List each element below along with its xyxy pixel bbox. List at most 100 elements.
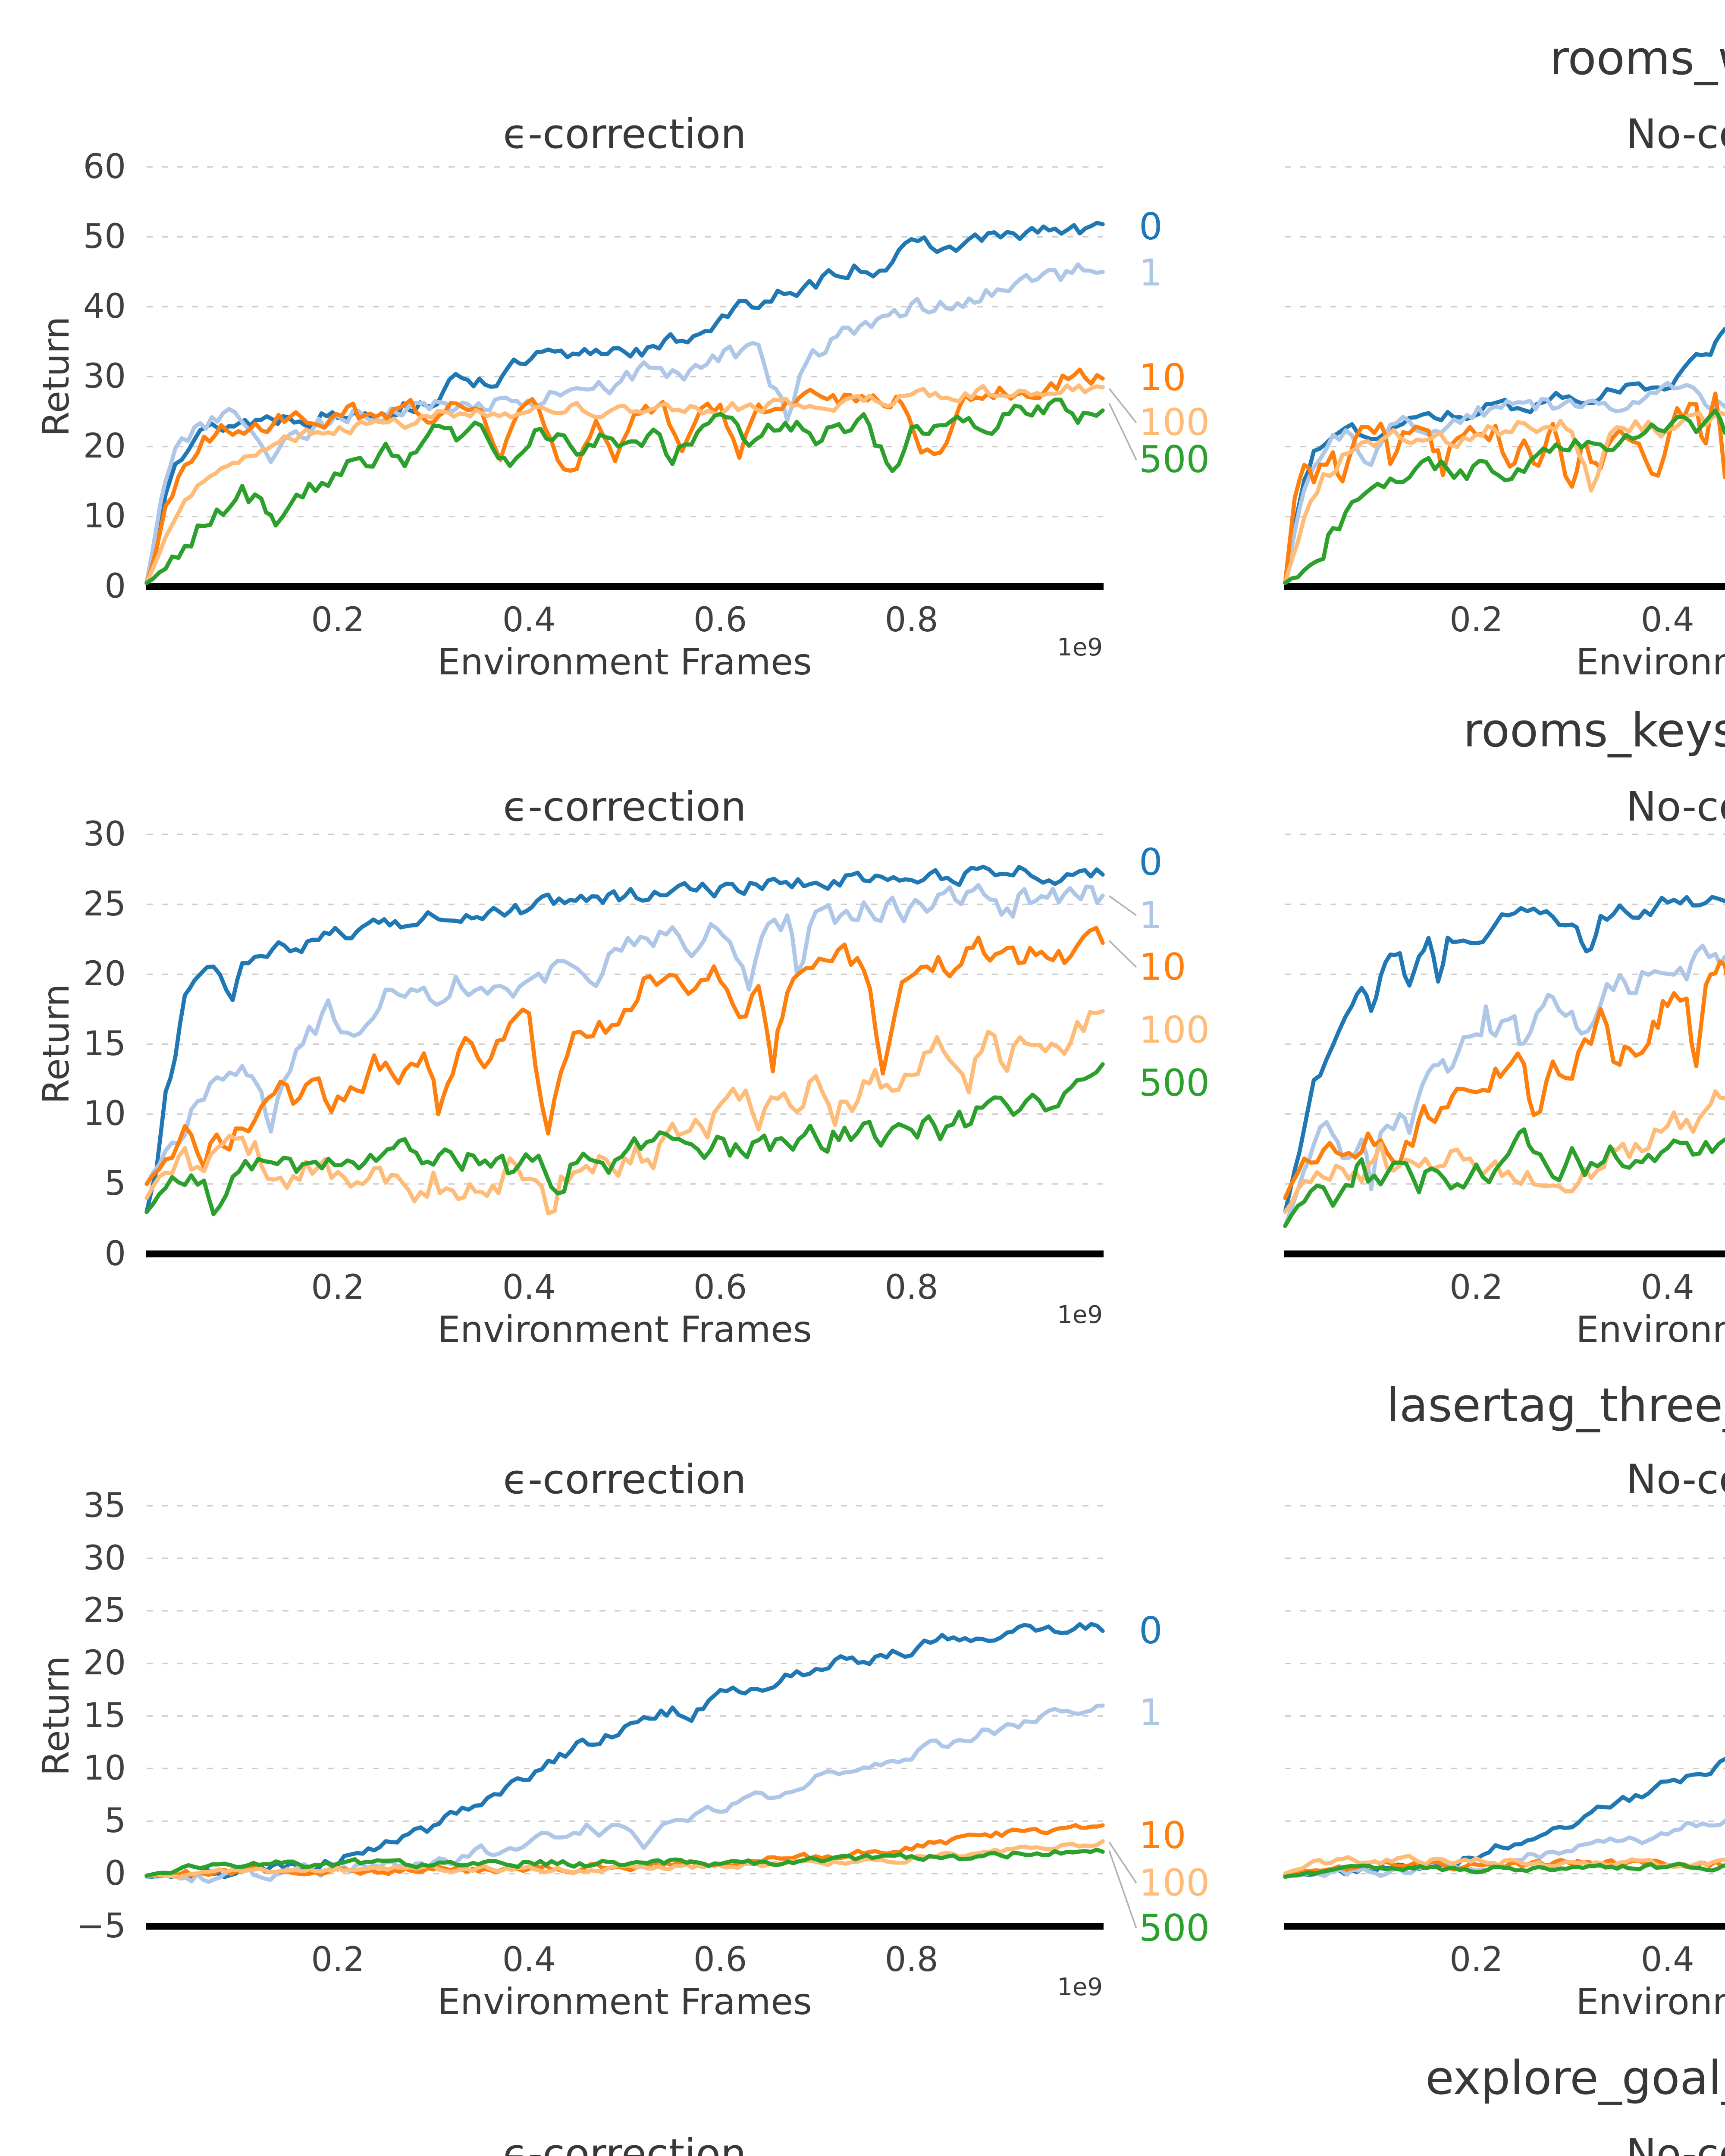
series-line-0 <box>1283 327 1725 585</box>
legend-leader-line <box>1108 403 1137 461</box>
x-tick-label: 0.2 <box>1449 600 1503 639</box>
plot-area-0-noc <box>1283 166 1725 590</box>
plot-area-2-eps <box>144 1505 1137 1930</box>
y-tick-label: 30 <box>83 815 126 854</box>
legend-label-500: 500 <box>1139 1906 1210 1950</box>
series-line-100 <box>1283 410 1725 585</box>
x-tick-label: 0.6 <box>693 1940 747 1979</box>
x-axis-label: Environment Frames <box>1576 1308 1725 1351</box>
y-tick-label: 5 <box>104 1164 126 1203</box>
legend-label-0: 0 <box>1139 840 1163 884</box>
no-correction-title-1: No-correction <box>1626 783 1725 830</box>
row-title-0: rooms_watermaze <box>1549 31 1725 86</box>
no-correction-title-3: No-correction <box>1626 2130 1725 2156</box>
series-line-500 <box>1283 1861 1725 1879</box>
x-tick-label: 0.4 <box>1640 1940 1694 1979</box>
x-axis-offset-label: 1e9 <box>1057 1301 1103 1329</box>
legend-label-500: 500 <box>1139 1061 1210 1105</box>
y-tick-label: 50 <box>83 217 126 256</box>
series-line-100 <box>144 1009 1105 1216</box>
x-tick-label: 0.4 <box>502 1268 556 1307</box>
no-correction-title-0: No-correction <box>1626 110 1725 158</box>
series-line-1 <box>144 883 1105 1186</box>
y-tick-label: 15 <box>83 1696 126 1736</box>
eps-correction-title-3: ϵ-correction <box>503 2130 746 2156</box>
plot-area-0-eps <box>144 166 1137 590</box>
no-correction-title-2: No-correction <box>1626 1456 1725 1503</box>
x-tick-label: 0.2 <box>311 1268 365 1307</box>
y-tick-label: 35 <box>83 1486 126 1525</box>
legend-label-1: 1 <box>1139 893 1163 937</box>
y-axis-label: Return <box>34 1656 77 1776</box>
series-line-0 <box>144 221 1105 585</box>
y-tick-label: 20 <box>83 427 126 466</box>
plot-area-1-noc <box>1283 834 1725 1257</box>
eps-correction-title-1: ϵ-correction <box>503 783 746 830</box>
legend-leader-line <box>1108 895 1137 916</box>
series-line-500 <box>144 1062 1105 1216</box>
y-tick-label: 10 <box>83 1749 126 1788</box>
x-axis-spine <box>146 583 1104 590</box>
y-tick-label: 10 <box>83 497 126 536</box>
x-axis-label: Environment Frames <box>1576 1980 1725 2023</box>
series-line-500 <box>1283 1127 1725 1228</box>
x-axis-spine <box>146 1923 1104 1930</box>
legend-label-100: 100 <box>1139 1008 1210 1052</box>
series-line-1 <box>1283 381 1725 585</box>
y-tick-label: 0 <box>104 1854 126 1893</box>
x-axis-spine <box>146 1250 1104 1257</box>
legend-label-10: 10 <box>1139 356 1186 400</box>
legend-label-0: 0 <box>1139 205 1163 249</box>
series-line-1 <box>144 262 1105 585</box>
legend-leader-line <box>1108 1842 1137 1884</box>
x-axis-label: Environment Frames <box>437 1308 812 1351</box>
x-tick-label: 0.6 <box>693 1268 747 1307</box>
x-axis-offset-label: 1e9 <box>1057 1973 1103 2002</box>
series-line-500 <box>1283 408 1725 585</box>
y-tick-label: 0 <box>104 1234 126 1273</box>
series-line-100 <box>1283 1089 1725 1214</box>
x-tick-label: 0.2 <box>311 1940 365 1979</box>
x-tick-label: 0.8 <box>884 600 938 639</box>
series-line-1 <box>144 1703 1105 1884</box>
legend-label-0: 0 <box>1139 1609 1163 1652</box>
y-tick-label: 20 <box>83 954 126 993</box>
y-tick-label: 25 <box>83 1591 126 1630</box>
x-axis-offset-label: 1e9 <box>1057 633 1103 662</box>
x-tick-label: 0.4 <box>502 600 556 639</box>
x-axis-spine <box>1284 1250 1725 1257</box>
legend-label-1: 1 <box>1139 1691 1163 1734</box>
x-axis-label: Environment Frames <box>437 1980 812 2023</box>
x-tick-label: 0.8 <box>884 1940 938 1979</box>
legend-label-500: 500 <box>1139 438 1210 482</box>
series-line-0 <box>1283 895 1725 1214</box>
x-tick-label: 0.4 <box>1640 600 1694 639</box>
plot-area-1-eps <box>144 834 1137 1257</box>
x-tick-label: 0.6 <box>693 600 747 639</box>
x-tick-label: 0.4 <box>1640 1268 1694 1307</box>
x-tick-label: 0.2 <box>1449 1940 1503 1979</box>
x-axis-spine <box>1284 583 1725 590</box>
series-line-0 <box>144 865 1105 1214</box>
y-tick-label: 60 <box>83 147 126 186</box>
y-tick-label: 10 <box>83 1094 126 1134</box>
y-axis-label: Return <box>34 317 77 437</box>
series-line-1 <box>1283 943 1725 1228</box>
row-title-1: rooms_keys_doors_puzzle <box>1463 704 1725 758</box>
row-title-3: explore_goal_locations_small <box>1425 2051 1725 2106</box>
legend-label-100: 100 <box>1139 401 1210 445</box>
series-line-10 <box>1283 959 1725 1200</box>
series-line-10 <box>144 926 1105 1186</box>
legend-label-10: 10 <box>1139 1814 1186 1858</box>
series-line-100 <box>144 383 1105 585</box>
y-tick-label: 20 <box>83 1644 126 1683</box>
eps-correction-title-0: ϵ-correction <box>503 110 746 158</box>
legend-leader-line <box>1108 1850 1137 1929</box>
x-axis-label: Environment Frames <box>437 640 812 683</box>
y-tick-label: 30 <box>83 357 126 396</box>
legend-label-10: 10 <box>1139 945 1186 989</box>
y-tick-label: 25 <box>83 884 126 924</box>
series-line-500 <box>144 397 1105 585</box>
series-line-10 <box>144 367 1105 585</box>
